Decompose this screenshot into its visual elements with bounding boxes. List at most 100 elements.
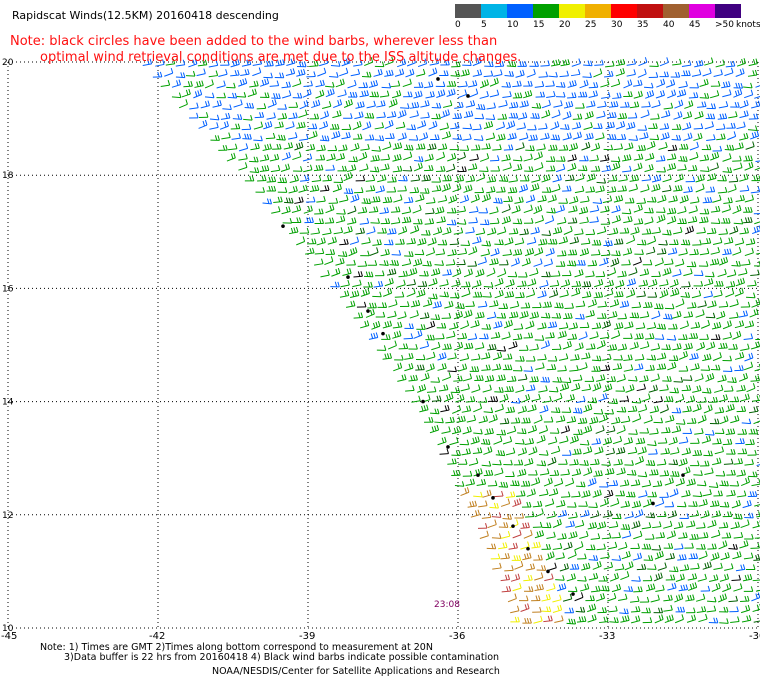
barb-feather: [692, 216, 695, 222]
barb-shaft: [406, 128, 416, 131]
barb-shaft: [481, 147, 491, 150]
wind-barb: [697, 101, 707, 108]
barb-feather: [320, 144, 324, 151]
wind-barb: [299, 227, 310, 234]
barb-feather: [449, 100, 453, 106]
barb-shaft: [563, 317, 573, 320]
wind-barb: [330, 281, 340, 288]
barb-feather: [374, 260, 378, 266]
barb-feather: [733, 269, 737, 275]
barb-shaft: [651, 104, 661, 109]
wind-barb: [501, 154, 511, 162]
barb-shaft: [621, 212, 631, 215]
barb-feather: [578, 259, 581, 266]
barb-feather: [485, 240, 489, 246]
barb-shaft: [629, 346, 639, 350]
barb-feather: [414, 259, 418, 266]
barb-shaft: [543, 263, 553, 267]
barb-feather: [350, 113, 353, 119]
wind-barb: [408, 267, 418, 277]
barb-feather: [505, 176, 509, 182]
barb-feather: [391, 239, 394, 245]
barb-feather: [484, 256, 487, 262]
wind-barb: [220, 112, 231, 120]
barb-feather: [607, 91, 611, 98]
barb-feather: [288, 81, 291, 87]
wind-barb: [710, 205, 721, 213]
barb-feather: [750, 155, 753, 161]
barb-shaft: [640, 345, 649, 350]
barb-feather: [276, 143, 279, 150]
barb-feather: [353, 164, 357, 170]
wind-barb: [216, 80, 226, 89]
wind-barb: [560, 279, 571, 288]
barb-shaft: [750, 345, 760, 350]
barb-feather: [737, 89, 740, 96]
barb-shaft: [575, 305, 585, 308]
barb-feather: [223, 80, 226, 86]
wind-barb: [367, 260, 378, 266]
barb-feather: [233, 152, 236, 158]
barb-feather: [697, 175, 700, 182]
barb-feather: [483, 195, 487, 201]
barb-shaft: [463, 273, 473, 278]
barb-feather: [509, 291, 512, 297]
wind-barb: [294, 196, 304, 204]
barb-feather: [357, 133, 360, 140]
barb-feather: [284, 187, 288, 193]
barb-feather: [487, 352, 491, 358]
barb-feather: [370, 333, 374, 339]
wind-barb: [474, 135, 484, 141]
barb-shaft: [333, 103, 342, 109]
wind-barb: [277, 112, 288, 120]
barb-feather: [755, 342, 758, 348]
barb-feather: [622, 113, 625, 119]
barb-feather: [710, 57, 714, 63]
barb-shaft: [433, 231, 442, 236]
wind-barb: [353, 271, 363, 278]
wind-barb: [546, 207, 556, 214]
barb-feather: [285, 164, 288, 170]
barb-shaft: [695, 314, 705, 318]
barb-shaft: [585, 314, 595, 318]
barb-shaft: [747, 74, 757, 77]
barb-feather: [753, 175, 756, 181]
barb-shaft: [623, 220, 633, 224]
wind-barb: [481, 352, 491, 360]
barb-shaft: [595, 137, 605, 141]
wind-barb: [421, 229, 431, 236]
barb-shaft: [640, 114, 650, 119]
barb-feather: [615, 205, 619, 212]
barb-shaft: [618, 179, 628, 182]
wind-barb: [446, 163, 456, 173]
barb-feather: [454, 113, 457, 119]
barb-feather: [713, 134, 716, 140]
wind-barb: [750, 269, 760, 277]
barb-feather: [715, 334, 718, 340]
barb-feather: [620, 59, 623, 65]
wind-barb: [570, 69, 581, 77]
wind-barb: [624, 321, 634, 329]
wind-barb: [753, 213, 760, 215]
barb-feather: [676, 343, 680, 349]
wind-barb: [591, 322, 602, 330]
wind-barb: [654, 303, 664, 310]
barb-shaft: [512, 168, 522, 172]
barb-shaft: [483, 286, 493, 288]
wind-barb: [613, 143, 623, 151]
barb-feather: [510, 121, 513, 127]
barb-shaft: [557, 254, 567, 257]
barb-feather: [708, 237, 712, 244]
barb-feather: [493, 78, 497, 84]
wind-barb: [599, 257, 609, 266]
barb-feather: [394, 176, 397, 182]
barb-feather: [442, 333, 445, 339]
barb-feather: [608, 280, 612, 286]
barb-feather: [439, 226, 443, 233]
barb-feather: [633, 342, 637, 348]
barb-feather: [276, 153, 280, 160]
barb-feather: [423, 270, 427, 277]
barb-feather: [515, 311, 519, 317]
wind-barbs: [142, 56, 760, 625]
wind-barb: [475, 103, 486, 110]
